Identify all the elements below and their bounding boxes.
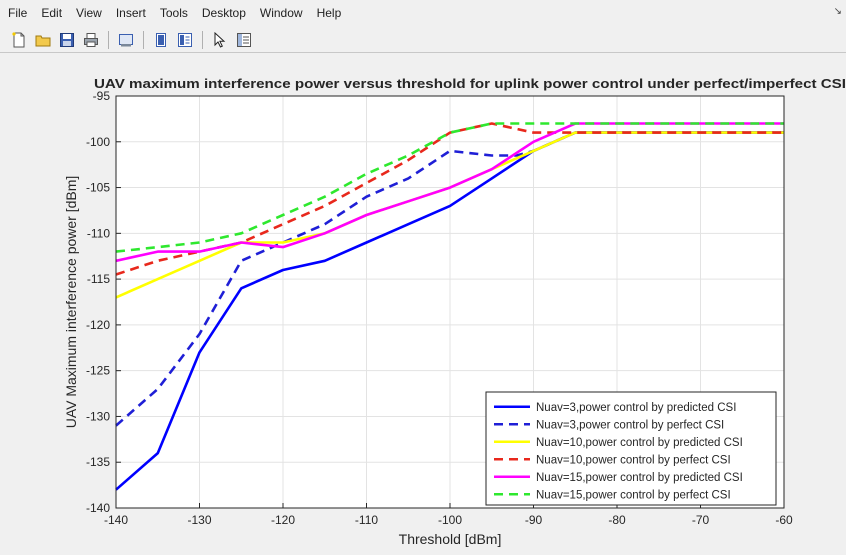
x-tick-label: -70 — [692, 513, 710, 527]
menu-edit[interactable]: Edit — [41, 6, 63, 20]
y-tick-label: -115 — [87, 272, 110, 286]
print-icon[interactable] — [82, 31, 100, 49]
x-axis-label: Threshold [dBm] — [399, 531, 502, 547]
chart-title: UAV maximum interference power versus th… — [94, 76, 846, 91]
ticks: -140 -130 -120 -110 -100 -90 -80 -70 -60 -140 -135… — [86, 89, 793, 527]
toolbar-separator — [202, 30, 203, 49]
line-chart: -140 -130 -120 -110 -100 -90 -80 -70 -60 -140 -135… — [63, 76, 846, 547]
x-tick-label: -80 — [608, 513, 626, 527]
new-figure-icon[interactable] — [10, 31, 28, 49]
y-tick-label: -130 — [86, 409, 110, 423]
menu-insert[interactable]: Insert — [115, 6, 146, 20]
figure-area: -140 -130 -120 -110 -100 -90 -80 -70 -60 -140 -135… — [0, 54, 846, 555]
save-icon[interactable] — [58, 31, 76, 49]
x-tick-label: -100 — [438, 513, 462, 527]
hide-plot-tools-icon[interactable] — [152, 31, 170, 49]
legend-entry-label: Nuav=3,power control by perfect CSI — [536, 419, 724, 431]
y-tick-label: -125 — [86, 364, 110, 378]
edit-plot-arrow-icon[interactable] — [211, 31, 229, 49]
legend-entry-label: Nuav=10,power control by predicted CSI — [536, 437, 743, 449]
legend-entry-label: Nuav=15,power control by perfect CSI — [536, 489, 731, 501]
open-folder-icon[interactable] — [34, 31, 52, 49]
series-line-6[interactable] — [115, 122, 784, 253]
menu-desktop[interactable]: Desktop — [201, 6, 246, 20]
y-tick-label: -95 — [93, 89, 111, 103]
series-line-4[interactable] — [115, 122, 784, 276]
property-inspector-icon[interactable] — [235, 31, 253, 49]
y-tick-label: -120 — [86, 318, 110, 332]
show-plot-tools-icon[interactable] — [176, 31, 194, 49]
menu-tools[interactable]: Tools — [159, 6, 188, 20]
y-tick-label: -140 — [86, 501, 110, 515]
menu-help[interactable]: Help — [316, 6, 342, 20]
y-tick-label: -110 — [87, 226, 110, 240]
y-tick-label: -100 — [86, 135, 110, 149]
y-tick-label: -135 — [86, 455, 110, 469]
x-tick-label: -90 — [525, 513, 543, 527]
toolbar — [0, 27, 846, 53]
series-line-2[interactable] — [115, 131, 784, 427]
menu-view[interactable]: View — [76, 6, 102, 20]
menu-bar: File Edit View Insert Tools Desktop Wind… — [0, 0, 846, 26]
link-plot-icon[interactable] — [117, 31, 135, 49]
toolbar-separator — [108, 30, 109, 49]
x-tick-label: -120 — [271, 513, 295, 527]
x-tick-label: -140 — [104, 513, 128, 527]
menu-overflow-icon[interactable]: ↘ — [833, 6, 842, 17]
legend-entry-label: Nuav=15,power control by predicted CSI — [536, 472, 743, 484]
series-layer — [115, 122, 784, 491]
legend-entry-label: Nuav=3,power control by predicted CSI — [536, 402, 736, 414]
y-axis-label: UAV Maximum interference power [dBm] — [63, 176, 79, 429]
menu-window[interactable]: Window — [259, 6, 303, 20]
x-tick-label: -130 — [187, 513, 211, 527]
menu-file[interactable]: File — [8, 6, 28, 20]
legend-box — [485, 391, 777, 506]
legend-entry-label: Nuav=10,power control by perfect CSI — [536, 454, 731, 466]
x-tick-label: -60 — [775, 513, 793, 527]
legend[interactable]: Nuav=3,power control by predicted CSI Nua… — [485, 391, 777, 506]
toolbar-separator — [143, 30, 144, 49]
x-tick-label: -110 — [355, 513, 378, 527]
y-tick-label: -105 — [86, 181, 110, 195]
